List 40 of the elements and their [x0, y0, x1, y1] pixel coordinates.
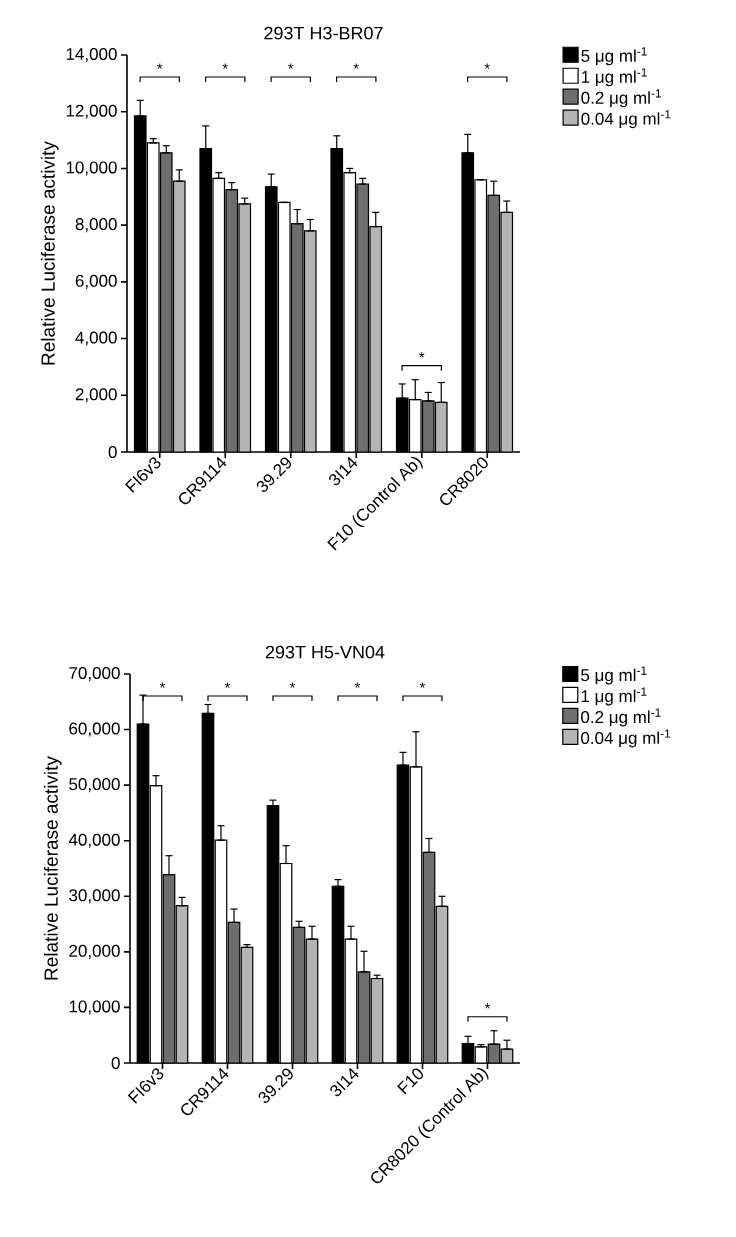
- annotation: *: [157, 63, 163, 69]
- y-tick-label: 50,000: [69, 778, 120, 793]
- legend-label: 5 μg ml$^{-1}$: [581, 666, 647, 685]
- y-tick-label: 60,000: [69, 722, 120, 737]
- legend-label: 5 μg ml$^{-1}$: [581, 47, 647, 66]
- y-tick-label: 70,000: [69, 666, 120, 682]
- legend-label: 1 μg ml$^{-1}$: [582, 68, 647, 87]
- y-tick-label: 14,000: [66, 47, 117, 63]
- y-tick-label: 20,000: [69, 944, 120, 959]
- y-tick-label: 40,000: [68, 833, 120, 848]
- legend-label: 0.2 μg ml$^{-1}$: [581, 89, 661, 108]
- y-axis-title: Relative Luciferase activity: [43, 756, 62, 980]
- annotation: *: [159, 682, 166, 688]
- chart-title: 293T H3-BR07: [264, 26, 383, 40]
- annotation: *: [224, 682, 231, 688]
- y-tick-label: 12,000: [66, 104, 117, 119]
- annotation: *: [353, 63, 359, 69]
- annotation: *: [419, 682, 426, 688]
- legend-label: 0.04 μg ml$^{-1}$: [581, 110, 671, 129]
- y-axis-title: Relative Luciferase activity: [40, 141, 59, 365]
- legend-label: 0.04 μg ml$^{-1}$: [581, 729, 671, 748]
- legend-label: 0.2 μg ml$^{-1}$: [581, 708, 661, 727]
- annotation: *: [419, 352, 425, 358]
- y-tick-label: 10,000: [69, 1000, 120, 1015]
- y-tick-label: 30,000: [69, 889, 120, 904]
- annotation: *: [484, 1003, 491, 1009]
- y-tick-label: 8,000: [75, 218, 117, 233]
- y-tick-label: 0: [108, 445, 117, 459]
- y-tick-label: 6,000: [75, 274, 117, 289]
- annotation: *: [289, 682, 296, 688]
- annotation: *: [354, 682, 361, 688]
- annotation: *: [288, 63, 294, 69]
- annotation: *: [222, 63, 228, 69]
- annotation: *: [484, 63, 490, 69]
- y-tick-label: 10,000: [66, 161, 117, 176]
- legend-label: 1 μg ml$^{-1}$: [581, 687, 647, 706]
- y-tick-label: 0: [111, 1056, 120, 1070]
- y-tick-label: 2,000: [75, 388, 117, 403]
- chart-title: 293T H5-VN04: [265, 645, 385, 659]
- y-tick-label: 4,000: [75, 331, 117, 346]
